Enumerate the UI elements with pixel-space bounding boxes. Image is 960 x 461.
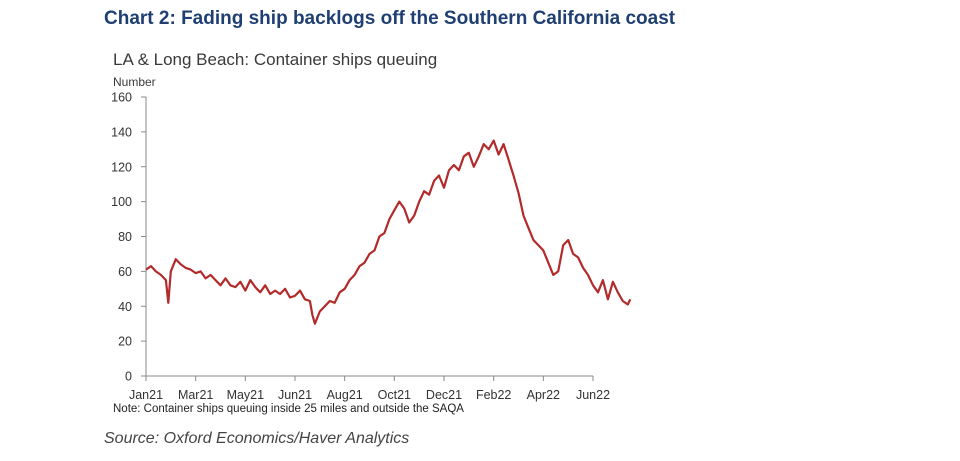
chart-heading: Chart 2: Fading ship backlogs off the So… <box>104 8 676 29</box>
y-tick-label: 160 <box>111 91 132 105</box>
chart-title: LA & Long Beach: Container ships queuing <box>113 50 438 69</box>
source-text: Source: Oxford Economics/Haver Analytics <box>104 430 410 447</box>
y-tick-label: 0 <box>125 370 132 384</box>
chart-note: Note: Container ships queuing inside 25 … <box>113 403 464 415</box>
y-tick-label: 140 <box>111 125 132 139</box>
y-tick-label: 80 <box>118 230 132 244</box>
y-tick-label: 40 <box>118 300 132 314</box>
y-tick-label: 120 <box>111 160 132 174</box>
series-line-ships-queuing <box>145 139 632 325</box>
y-axis-label: Number <box>113 75 156 89</box>
x-tick-label: Mar21 <box>178 388 213 402</box>
y-tick-label: 60 <box>118 265 132 279</box>
x-tick-label: Apr22 <box>527 388 560 402</box>
x-tick-label: Jun22 <box>576 388 610 402</box>
x-tick-label: Jun21 <box>278 388 312 402</box>
x-tick-label: Aug21 <box>327 388 363 402</box>
y-tick-label: 100 <box>111 195 132 209</box>
x-tick-label: Oct21 <box>378 388 411 402</box>
x-tick-label: Jan21 <box>129 388 163 402</box>
x-tick-label: May21 <box>227 388 265 402</box>
y-tick-label: 20 <box>118 335 132 349</box>
x-tick-label: Dec21 <box>426 388 462 402</box>
x-tick-label: Feb22 <box>476 388 511 402</box>
